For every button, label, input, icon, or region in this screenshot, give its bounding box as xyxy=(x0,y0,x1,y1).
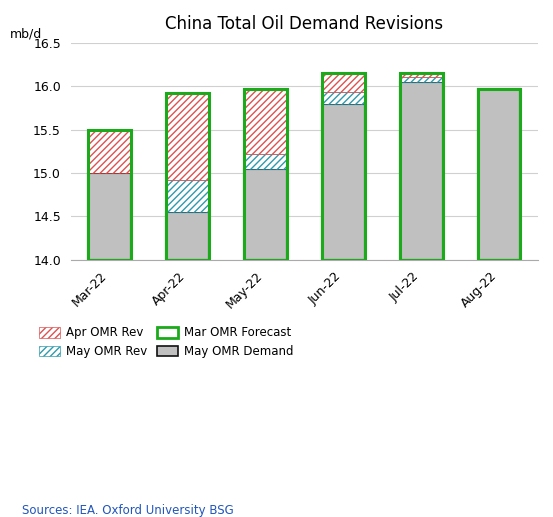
Bar xyxy=(478,89,520,260)
Bar xyxy=(166,93,209,180)
Bar xyxy=(244,169,287,260)
Bar xyxy=(322,73,365,93)
Bar xyxy=(322,93,365,103)
Bar xyxy=(166,212,209,260)
Bar xyxy=(166,93,209,180)
Text: Sources: IEA. Oxford University BSG: Sources: IEA. Oxford University BSG xyxy=(22,505,234,517)
Bar xyxy=(322,103,365,260)
Bar xyxy=(166,93,209,260)
Bar xyxy=(166,180,209,212)
Bar xyxy=(244,89,287,154)
Bar xyxy=(88,130,131,260)
Bar xyxy=(166,180,209,212)
Bar xyxy=(400,73,442,77)
Bar xyxy=(322,73,365,93)
Bar xyxy=(88,130,131,173)
Bar xyxy=(88,130,131,173)
Bar xyxy=(400,82,442,260)
Bar xyxy=(400,73,442,260)
Bar xyxy=(400,73,442,77)
Text: mb/d: mb/d xyxy=(10,28,42,41)
Bar xyxy=(244,89,287,154)
Bar xyxy=(244,89,287,260)
Bar xyxy=(400,77,442,82)
Bar xyxy=(478,89,520,260)
Bar xyxy=(400,77,442,82)
Bar xyxy=(322,93,365,103)
Bar xyxy=(244,154,287,169)
Title: China Total Oil Demand Revisions: China Total Oil Demand Revisions xyxy=(165,15,444,33)
Bar xyxy=(322,73,365,260)
Legend: Apr OMR Rev, May OMR Rev, Mar OMR Forecast, May OMR Demand: Apr OMR Rev, May OMR Rev, Mar OMR Foreca… xyxy=(39,326,294,358)
Bar xyxy=(244,154,287,169)
Bar xyxy=(88,173,131,260)
